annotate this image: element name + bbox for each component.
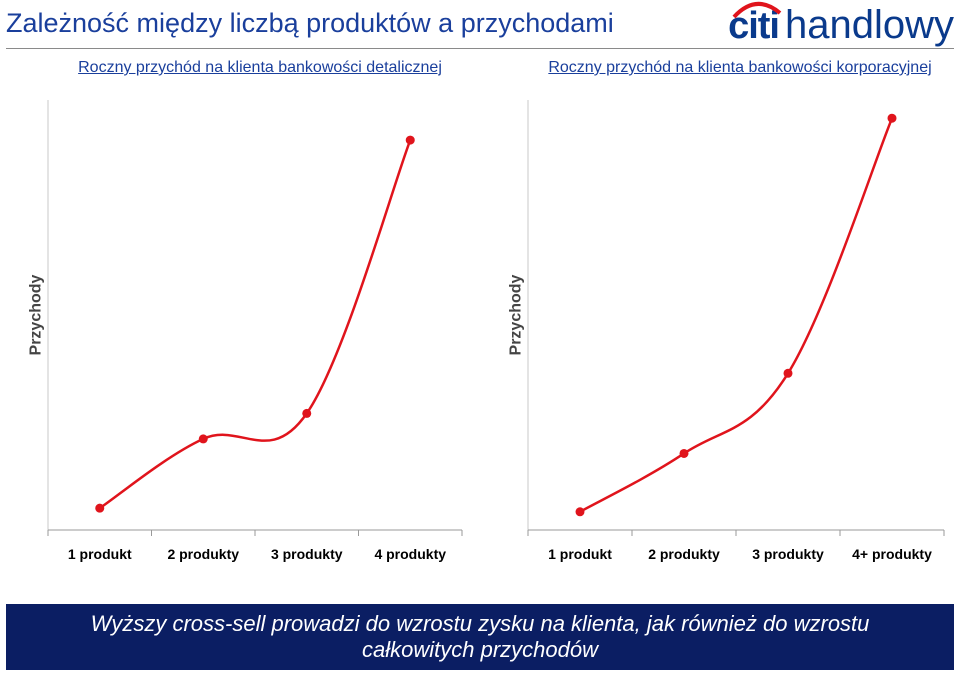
x-tick-label: 3 produkty xyxy=(271,546,343,562)
data-point-corporate-2 xyxy=(679,448,689,458)
chart-title-corporate: Roczny przychód na klienta bankowości ko… xyxy=(548,59,932,76)
logo-citi: citi xyxy=(728,2,782,48)
footer-banner: Wyższy cross-sell prowadzi do wzrostu zy… xyxy=(6,604,954,670)
data-point-retail-1 xyxy=(95,503,105,513)
charts-canvas: 1 produkt 2 produkty 3 produkty 4 produkty 1… xyxy=(47,100,945,562)
data-point-corporate-1 xyxy=(575,507,585,517)
x-tick-label: 4 produkty xyxy=(374,546,446,562)
x-tick-label: 2 produkty xyxy=(648,546,720,562)
footer-line-2: całkowitych przychodów xyxy=(362,637,598,662)
logo-arc-icon xyxy=(732,2,782,19)
data-point-retail-2 xyxy=(198,434,208,444)
page-title: Zależność między liczbą produktów a przy… xyxy=(6,8,614,38)
logo-handlowy-text: handlowy xyxy=(784,3,954,47)
series-line-corporate xyxy=(579,117,894,513)
citi-handlowy-logo: citi handlowy xyxy=(728,2,954,48)
title-divider xyxy=(6,48,954,49)
series-line-retail xyxy=(99,139,412,510)
x-tick-label: 1 produkt xyxy=(548,546,612,562)
data-point-corporate-3 xyxy=(783,368,793,378)
x-tick-label: 1 produkt xyxy=(68,546,132,562)
chart-title-retail: Roczny przychód na klienta bankowości de… xyxy=(78,59,442,76)
footer-line-1: Wyższy cross-sell prowadzi do wzrostu zy… xyxy=(90,611,870,636)
x-tick-label: 4+ produkty xyxy=(852,546,932,562)
data-point-retail-3 xyxy=(302,408,312,418)
x-tick-label: 2 produkty xyxy=(167,546,239,562)
data-point-corporate-4 xyxy=(887,113,897,123)
x-tick-label: 3 produkty xyxy=(752,546,824,562)
data-point-retail-4 xyxy=(405,135,415,145)
